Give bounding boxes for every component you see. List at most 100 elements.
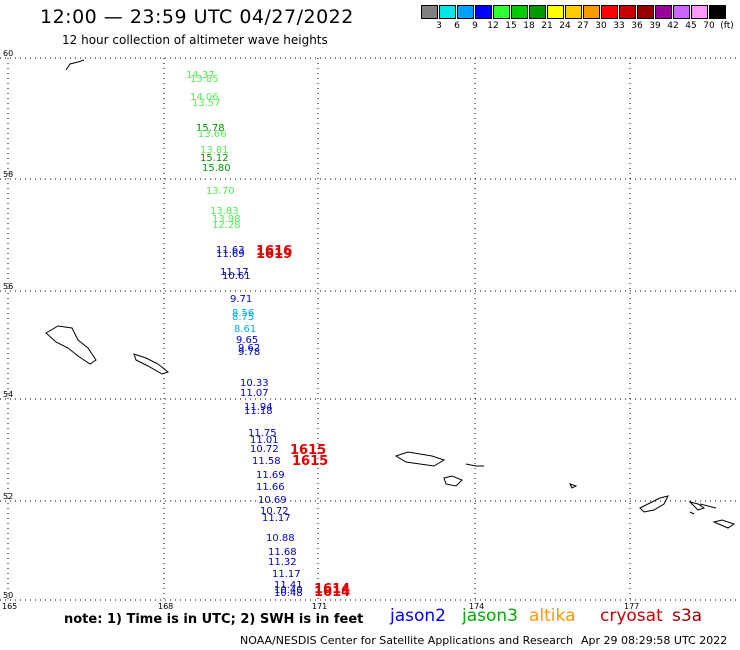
legend-swatch [547,5,564,19]
satellite-legend-item: jason2 [390,606,446,626]
satellite-legend-item: s3a [672,606,703,626]
wave-height-value: 11.69 [216,249,245,260]
legend-label: 42 [667,21,679,31]
wave-height-value: 10.88 [266,533,295,544]
wave-height-value: 9.71 [230,294,252,305]
legend-label: 12 [487,21,499,31]
axis-labels: 60 58 56 54 52 50 165 168 171 174 177 [2,49,639,611]
wave-height-value: 10.69 [258,495,287,506]
legend-label: 70 [703,21,715,31]
units-note: note: 1) Time is in UTC; 2) SWH is in fe… [64,612,364,627]
lat-label: 54 [3,390,13,399]
credit-line: NOAA/NESDIS Center for Satellite Applica… [240,634,574,647]
generated-timestamp: Apr 29 08:29:58 UTC 2022 [581,634,728,647]
legend-swatch [493,5,510,19]
lat-label: 56 [3,282,13,291]
wave-height-value: 14.06 [190,92,219,103]
wave-height-value: 11.63 [216,245,245,256]
lon-label: 171 [312,602,327,611]
legend-label: 24 [559,21,571,31]
lat-label: 58 [3,170,13,179]
legend-label: 45 [685,21,697,31]
wave-height-value: 11.17 [262,513,291,524]
lon-label: 174 [469,602,484,611]
wave-height-value: 11.58 [252,456,281,467]
legend-swatch [421,5,438,19]
wave-height-value: 11.01 [250,435,279,446]
wave-height-value: 13.85 [190,74,219,85]
legend-label: 30 [595,21,607,31]
legend-label: 36 [631,21,643,31]
map-subtitle: 12 hour collection of altimeter wave hei… [62,33,328,47]
wave-height-value: 11.07 [240,388,269,399]
satellite-legend-item: cryosat [600,606,663,626]
legend-swatch [439,5,456,19]
cycle-label: 1614 [314,582,350,597]
wave-height-value: 11.66 [256,482,285,493]
lat-lon-grid [0,57,736,601]
wave-height-value: 11.17 [220,267,249,278]
wave-height-value: 10.33 [240,378,269,389]
wave-height-value: 11.32 [268,557,297,568]
wave-height-value: 14.37 [186,70,215,81]
cycle-label: 1619 [256,247,292,262]
wave-height-value: 15.78 [196,123,225,134]
cycle-label: 1614 [314,585,350,600]
wave-height-value: 12.28 [212,220,241,231]
wave-height-value: 13.70 [206,186,235,197]
wave-height-value: 15.80 [202,163,231,174]
wave-height-value: 8.56 [232,308,254,319]
wave-height-value: 13.66 [198,129,227,140]
wave-height-value: 10.72 [250,444,279,455]
wave-height-value: 13.81 [200,145,229,156]
wave-height-value: 11.68 [268,547,297,558]
wave-height-value: 9.78 [238,347,260,358]
legend-swatch [673,5,690,19]
legend-label: 15 [505,21,517,31]
legend-swatch [511,5,528,19]
lon-label: 177 [624,602,639,611]
lat-label: 52 [3,492,13,501]
map-title: 12:00 — 23:59 UTC 04/27/2022 [40,6,354,28]
cycle-label: 1616 [256,244,292,259]
legend-swatch [601,5,618,19]
wave-height-value: 11.94 [244,402,273,413]
lon-label: 165 [2,602,17,611]
wave-height-value: 13.57 [192,98,221,109]
legend-swatch [709,5,726,19]
legend-label: (ft) [720,21,734,31]
coastlines [45,59,736,529]
wave-height-value: 11.41 [274,580,303,591]
wave-height-value: 11.17 [272,569,301,580]
wave-height-value: 10.40 [274,585,303,596]
legend-swatch [619,5,636,19]
legend-label: 33 [613,21,625,31]
wave-height-value: 11.69 [256,470,285,481]
legend-swatch [457,5,474,19]
legend-swatch [565,5,582,19]
legend-swatch [691,5,708,19]
wave-height-value: 9.65 [236,335,258,346]
wave-height-value: 10.48 [274,588,303,599]
wave-height-value: 9.62 [238,343,260,354]
satellite-legend-item: jason3 [462,606,518,626]
legend-label: 6 [454,21,460,31]
legend-swatch [529,5,546,19]
wave-height-value: 11.18 [244,406,273,417]
legend-label: 3 [436,21,442,31]
legend-swatch [655,5,672,19]
wave-height-value: 11.75 [248,428,277,439]
wave-height-value: 15.12 [200,153,229,164]
wave-height-value: 10.61 [222,271,251,282]
legend-swatch [475,5,492,19]
lat-label: 50 [3,591,13,600]
wave-height-value: 8.61 [234,324,256,335]
legend-label: 39 [649,21,661,31]
legend-label: 27 [577,21,589,31]
legend-swatch [583,5,600,19]
wave-height-value: 13.83 [210,206,239,217]
wave-height-value: 13.98 [212,214,241,225]
legend-label: 9 [472,21,478,31]
